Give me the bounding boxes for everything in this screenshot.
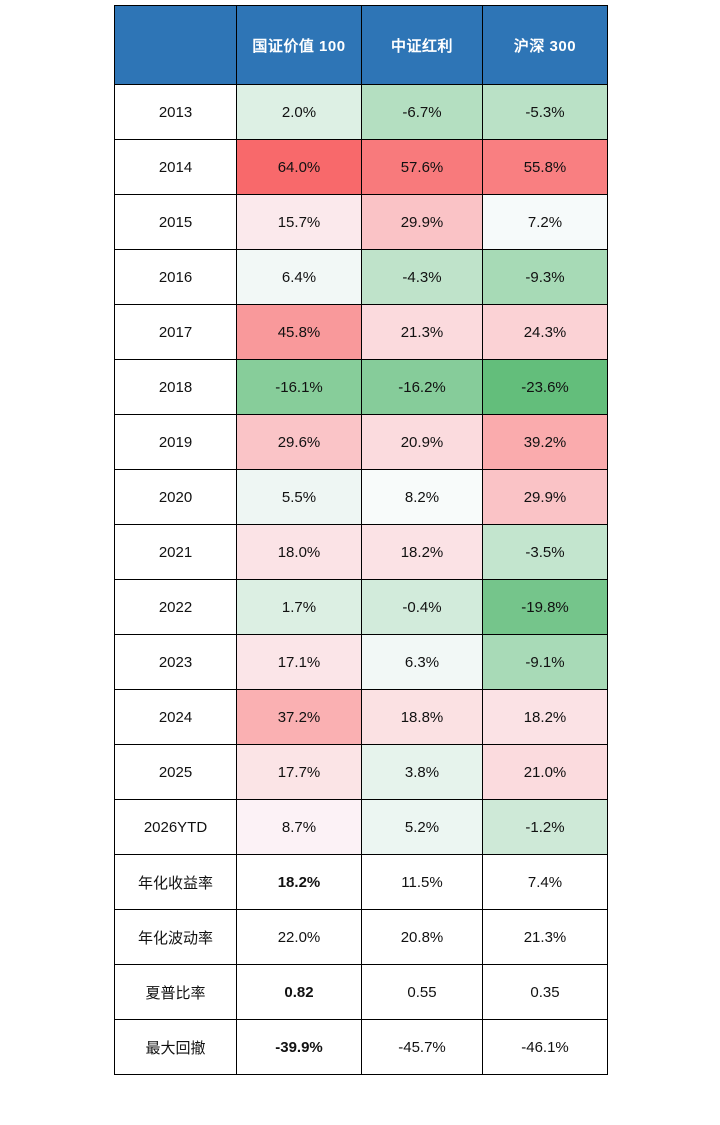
value-cell: 3.8% (361, 744, 483, 800)
table-row: 2016 6.4% -4.3% -9.3% (114, 249, 608, 305)
value-cell: 55.8% (482, 139, 608, 195)
row-label: 2020 (114, 469, 237, 525)
table-row: 最大回撤 -39.9% -45.7% -46.1% (114, 1019, 608, 1075)
value-cell: 29.9% (361, 194, 483, 250)
value-cell: -16.2% (361, 359, 483, 415)
table-row: 2019 29.6% 20.9% 39.2% (114, 414, 608, 470)
row-label: 2014 (114, 139, 237, 195)
header-col-csi-300: 沪深 300 (482, 5, 608, 85)
header-row: 国证价值 100 中证红利 沪深 300 (114, 5, 608, 85)
value-cell: 6.4% (236, 249, 362, 305)
value-cell: 21.3% (361, 304, 483, 360)
row-label: 2022 (114, 579, 237, 635)
row-label: 2025 (114, 744, 237, 800)
value-cell: 15.7% (236, 194, 362, 250)
value-cell: -45.7% (361, 1019, 483, 1075)
value-cell: 45.8% (236, 304, 362, 360)
row-label: 2023 (114, 634, 237, 690)
table-row: 2015 15.7% 29.9% 7.2% (114, 194, 608, 250)
value-cell: -46.1% (482, 1019, 608, 1075)
value-cell: -9.3% (482, 249, 608, 305)
table-row: 2013 2.0% -6.7% -5.3% (114, 84, 608, 140)
value-cell: 17.1% (236, 634, 362, 690)
table-row: 2026YTD 8.7% 5.2% -1.2% (114, 799, 608, 855)
value-cell: -19.8% (482, 579, 608, 635)
value-cell: 11.5% (361, 854, 483, 910)
value-cell: 5.5% (236, 469, 362, 525)
row-label: 2018 (114, 359, 237, 415)
row-label: 最大回撤 (114, 1019, 237, 1075)
table-container: 国证价值 100 中证红利 沪深 300 2013 2.0% -6.7% -5.3% 2… (114, 5, 608, 1075)
value-cell: -3.5% (482, 524, 608, 580)
value-cell: 6.3% (361, 634, 483, 690)
value-cell: 18.2% (482, 689, 608, 745)
value-cell: -5.3% (482, 84, 608, 140)
value-cell: 18.0% (236, 524, 362, 580)
value-cell: -1.2% (482, 799, 608, 855)
row-label: 夏普比率 (114, 964, 237, 1020)
table-row: 2020 5.5% 8.2% 29.9% (114, 469, 608, 525)
header-col-csi-dividend: 中证红利 (361, 5, 483, 85)
row-label: 2017 (114, 304, 237, 360)
row-label: 2015 (114, 194, 237, 250)
value-cell: 2.0% (236, 84, 362, 140)
value-cell: -23.6% (482, 359, 608, 415)
value-cell: 20.9% (361, 414, 483, 470)
value-cell: 8.7% (236, 799, 362, 855)
value-cell: -16.1% (236, 359, 362, 415)
table-row: 年化波动率 22.0% 20.8% 21.3% (114, 909, 608, 965)
value-cell: 18.8% (361, 689, 483, 745)
row-label: 2021 (114, 524, 237, 580)
value-cell: 18.2% (236, 854, 362, 910)
value-cell: 57.6% (361, 139, 483, 195)
table-row: 2025 17.7% 3.8% 21.0% (114, 744, 608, 800)
value-cell: -39.9% (236, 1019, 362, 1075)
row-label: 2026YTD (114, 799, 237, 855)
value-cell: 0.55 (361, 964, 483, 1020)
value-cell: 7.4% (482, 854, 608, 910)
value-cell: 37.2% (236, 689, 362, 745)
table-row: 2022 1.7% -0.4% -19.8% (114, 579, 608, 635)
header-corner-cell (114, 5, 237, 85)
value-cell: 0.35 (482, 964, 608, 1020)
row-label: 年化收益率 (114, 854, 237, 910)
value-cell: 24.3% (482, 304, 608, 360)
value-cell: 7.2% (482, 194, 608, 250)
table-row: 2017 45.8% 21.3% 24.3% (114, 304, 608, 360)
value-cell: 22.0% (236, 909, 362, 965)
value-cell: 5.2% (361, 799, 483, 855)
value-cell: 8.2% (361, 469, 483, 525)
row-label: 2013 (114, 84, 237, 140)
table-row: 2024 37.2% 18.8% 18.2% (114, 689, 608, 745)
table-body: 2013 2.0% -6.7% -5.3% 2014 64.0% 57.6% 55.8% 201… (114, 84, 608, 1075)
row-label: 2019 (114, 414, 237, 470)
table-row: 2021 18.0% 18.2% -3.5% (114, 524, 608, 580)
row-label: 2024 (114, 689, 237, 745)
table-row: 2014 64.0% 57.6% 55.8% (114, 139, 608, 195)
value-cell: 29.6% (236, 414, 362, 470)
header-col-guozheng-value-100: 国证价值 100 (236, 5, 362, 85)
value-cell: 21.3% (482, 909, 608, 965)
table-row: 年化收益率 18.2% 11.5% 7.4% (114, 854, 608, 910)
row-label: 年化波动率 (114, 909, 237, 965)
value-cell: 1.7% (236, 579, 362, 635)
value-cell: 29.9% (482, 469, 608, 525)
value-cell: 64.0% (236, 139, 362, 195)
value-cell: 18.2% (361, 524, 483, 580)
value-cell: 0.82 (236, 964, 362, 1020)
value-cell: 17.7% (236, 744, 362, 800)
table-row: 夏普比率 0.82 0.55 0.35 (114, 964, 608, 1020)
table-row: 2023 17.1% 6.3% -9.1% (114, 634, 608, 690)
value-cell: 20.8% (361, 909, 483, 965)
value-cell: -4.3% (361, 249, 483, 305)
table-header: 国证价值 100 中证红利 沪深 300 (114, 5, 608, 85)
table-row: 2018 -16.1% -16.2% -23.6% (114, 359, 608, 415)
value-cell: 21.0% (482, 744, 608, 800)
value-cell: -6.7% (361, 84, 483, 140)
value-cell: -9.1% (482, 634, 608, 690)
value-cell: 39.2% (482, 414, 608, 470)
index-performance-table: 国证价值 100 中证红利 沪深 300 2013 2.0% -6.7% -5.3% 2… (114, 5, 608, 1075)
row-label: 2016 (114, 249, 237, 305)
value-cell: -0.4% (361, 579, 483, 635)
